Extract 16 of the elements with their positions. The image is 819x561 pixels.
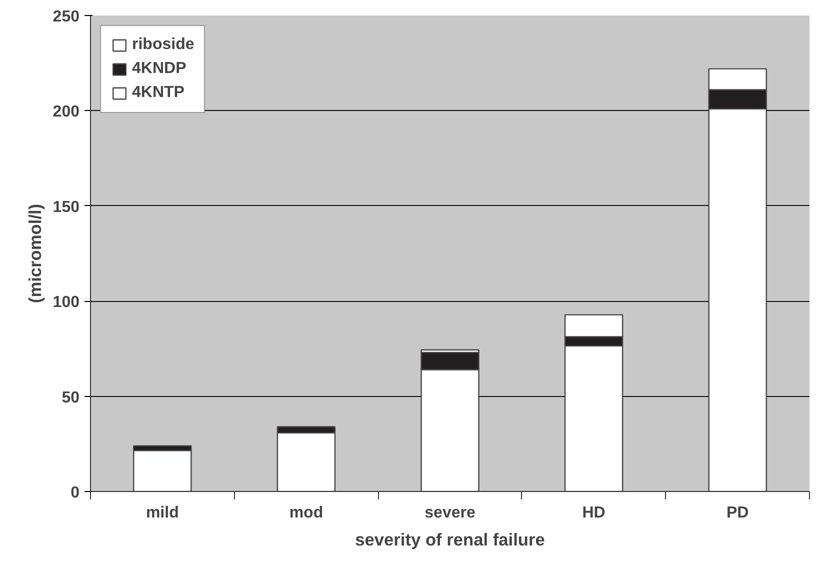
- y-tick-label: 50: [62, 389, 80, 406]
- legend-label: 4KNTP: [132, 84, 184, 102]
- legend-label: riboside: [132, 36, 194, 54]
- x-tick-label: mild: [146, 504, 179, 522]
- y-tick-label: 0: [70, 484, 80, 502]
- x-axis-title: severity of renal failure: [355, 530, 546, 550]
- y-tick-label: 100: [52, 294, 80, 312]
- y-tick-label: 250: [52, 8, 80, 26]
- x-tick-label: mod: [289, 504, 324, 522]
- x-tick-label: HD: [582, 504, 606, 522]
- x-tick-label: PD: [726, 504, 749, 522]
- y-axis-title: (micromol/l): [24, 204, 45, 304]
- y-tick-label: 150: [52, 198, 80, 216]
- x-tick-label: severe: [424, 504, 476, 522]
- legend-label: 4KNDP: [132, 60, 186, 78]
- y-tick-label: 200: [52, 104, 80, 121]
